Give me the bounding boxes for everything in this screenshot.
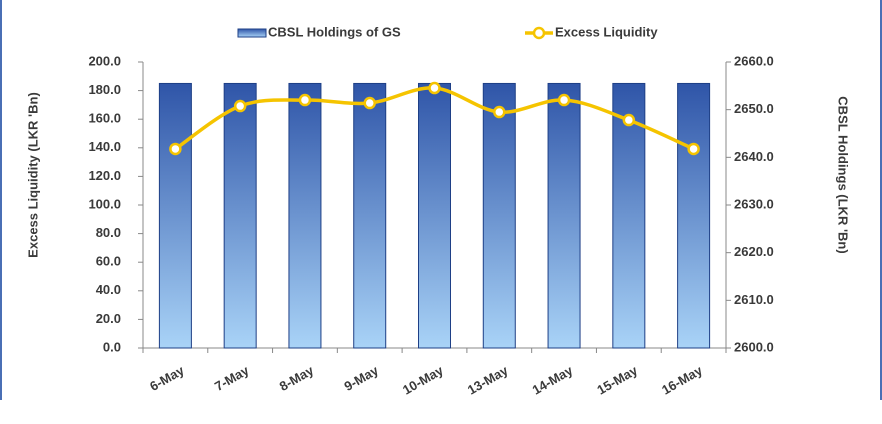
line-point xyxy=(298,93,312,107)
y2-tick-label: 2620.0 xyxy=(734,244,774,259)
y2-tick-label: 2650.0 xyxy=(734,101,774,116)
bar xyxy=(612,82,646,349)
x-tick-label: 7-May xyxy=(212,362,252,394)
bar xyxy=(288,82,322,349)
y2-tick-label: 2640.0 xyxy=(734,149,774,164)
bar xyxy=(353,82,387,349)
bar xyxy=(418,82,451,349)
legend-swatch xyxy=(532,26,546,40)
y-tick-label: 60.0 xyxy=(96,254,121,269)
x-tick-label: 15-May xyxy=(594,362,640,397)
line-point xyxy=(687,142,700,156)
y-tick-label: 200.0 xyxy=(88,53,121,68)
y-tick-label: 140.0 xyxy=(88,139,121,154)
bar xyxy=(677,82,711,349)
line-point xyxy=(557,93,571,107)
y2-tick-label: 2630.0 xyxy=(734,196,774,211)
line-point xyxy=(363,96,376,110)
line-point xyxy=(169,142,182,156)
x-tick-label: 8-May xyxy=(277,362,317,394)
y-tick-label: 20.0 xyxy=(96,311,121,326)
line-point xyxy=(233,99,247,113)
legend-swatch xyxy=(237,28,267,38)
y-tick-label: 120.0 xyxy=(88,168,121,183)
legend-label: Excess Liquidity xyxy=(555,24,658,39)
bar xyxy=(158,82,192,349)
y-tick-label: 100.0 xyxy=(88,196,121,211)
y-axis-title: Excess Liquidity (LKR 'Bn) xyxy=(25,92,40,258)
bar xyxy=(547,82,581,349)
y-tick-label: 80.0 xyxy=(96,225,121,240)
y-tick-label: 40.0 xyxy=(96,282,121,297)
y2-tick-label: 2610.0 xyxy=(734,292,774,307)
x-tick-label: 9-May xyxy=(342,362,382,394)
y-tick-label: 0.0 xyxy=(103,339,121,354)
x-tick-label: 16-May xyxy=(659,362,705,397)
y2-tick-label: 2600.0 xyxy=(734,339,774,354)
y2-tick-label: 2660.0 xyxy=(734,53,774,68)
bar xyxy=(482,82,516,349)
line-point xyxy=(622,113,636,127)
y-tick-label: 160.0 xyxy=(88,111,121,126)
line-point xyxy=(493,105,506,119)
y2-axis-title: CBSL Holdings (LKR 'Bn) xyxy=(836,96,851,253)
x-tick-label: 10-May xyxy=(400,362,446,397)
x-tick-label: 14-May xyxy=(530,362,576,397)
bar xyxy=(223,82,257,349)
y-tick-label: 180.0 xyxy=(88,82,121,97)
x-tick-label: 6-May xyxy=(147,362,187,394)
legend-label: CBSL Holdings of GS xyxy=(268,24,401,39)
line-point xyxy=(428,81,441,95)
x-tick-label: 13-May xyxy=(465,362,511,397)
